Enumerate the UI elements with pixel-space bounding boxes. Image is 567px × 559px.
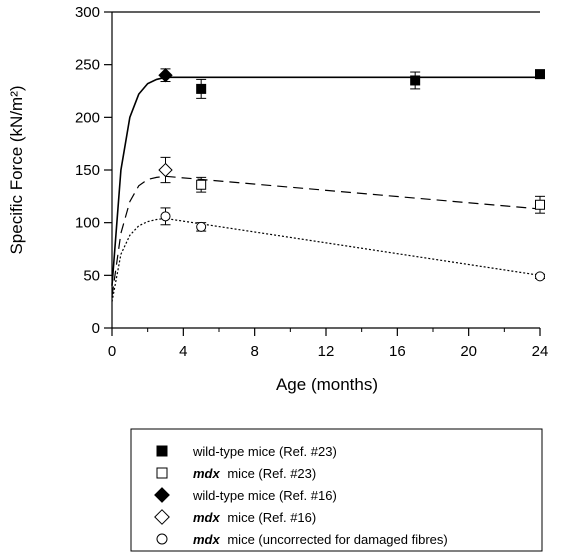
fit-curve-dotted	[111, 217, 541, 302]
x-tick-label: 16	[389, 343, 406, 360]
legend-label: wild-type mice (Ref. #23)	[192, 444, 337, 459]
data-point-series-1	[196, 179, 207, 190]
legend-label: wild-type mice (Ref. #16)	[192, 488, 337, 503]
legend-marker	[156, 445, 168, 457]
data-point-series-4	[535, 271, 545, 282]
x-tick-label: 8	[250, 343, 258, 360]
legend-marker	[154, 487, 170, 503]
axes: 0 50 100 150 200 250 300 0 4 8 12 16 20 24	[75, 4, 548, 360]
x-tick-label: 0	[108, 343, 116, 360]
fit-curve-dashed	[111, 175, 541, 297]
x-axis-title: Age (months)	[276, 375, 378, 394]
legend-marker	[156, 533, 168, 545]
data-point-series-4	[160, 211, 171, 222]
legend-label: mdx mice (Ref. #16)	[193, 510, 316, 525]
data-point-series-0	[196, 83, 207, 94]
fit-curve-solid	[111, 76, 540, 286]
y-tick-label: 0	[92, 320, 100, 337]
data-point-series-3	[158, 162, 173, 178]
legend-label: mdx mice (uncorrected for damaged fibres…	[193, 532, 448, 547]
fit-curves	[111, 76, 541, 302]
data-point-series-0	[535, 69, 545, 80]
legend-marker	[156, 467, 168, 479]
y-axis-title: Specific Force (kN/m²)	[7, 85, 26, 254]
y-tick-label: 300	[75, 4, 100, 21]
data-point-series-2	[158, 68, 173, 83]
y-tick-label: 50	[83, 267, 100, 284]
y-tick-label: 150	[75, 162, 100, 179]
y-tick-label: 200	[75, 109, 100, 126]
data-point-series-0	[410, 75, 421, 86]
legend-marker	[154, 509, 170, 525]
legend: wild-type mice (Ref. #23) mdx mice (Ref. …	[130, 428, 543, 552]
legend-box	[130, 428, 543, 552]
data-point-series-4	[196, 221, 207, 232]
x-tick-label: 20	[460, 343, 477, 360]
x-tick-label: 24	[532, 343, 549, 360]
y-tick-label: 250	[75, 57, 100, 74]
y-tick-label: 100	[75, 215, 100, 232]
x-tick-label: 12	[318, 343, 335, 360]
x-tick-label: 4	[179, 343, 187, 360]
legend-label: mdx mice (Ref. #23)	[193, 466, 316, 481]
data-point-series-1	[535, 199, 545, 210]
data-points	[158, 68, 545, 282]
